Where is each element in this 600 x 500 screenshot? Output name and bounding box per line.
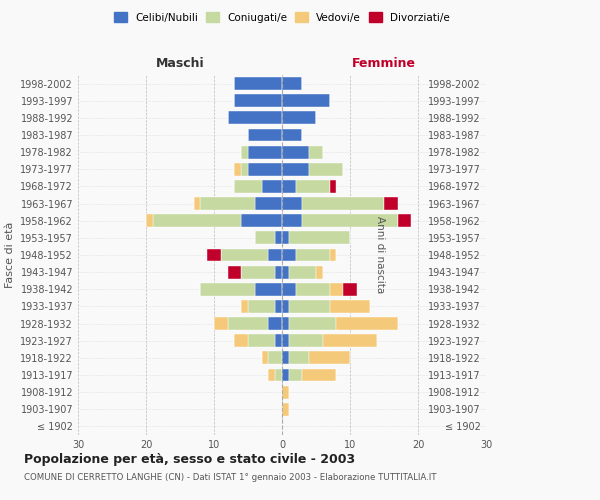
Bar xyxy=(289,368,302,382)
Bar xyxy=(227,317,268,330)
Bar xyxy=(282,283,296,296)
Bar xyxy=(200,283,255,296)
Bar xyxy=(289,232,350,244)
Bar xyxy=(282,77,302,90)
Bar xyxy=(329,283,343,296)
Bar xyxy=(282,214,302,227)
Bar xyxy=(302,197,384,210)
Text: COMUNE DI CERRETTO LANGHE (CN) - Dati ISTAT 1° gennaio 2003 - Elaborazione TUTTI: COMUNE DI CERRETTO LANGHE (CN) - Dati IS… xyxy=(24,472,437,482)
Bar xyxy=(384,197,398,210)
Bar xyxy=(194,197,200,210)
Bar xyxy=(207,248,221,262)
Text: Femmine: Femmine xyxy=(352,57,416,70)
Bar xyxy=(309,146,323,158)
Bar xyxy=(262,352,268,364)
Bar xyxy=(235,180,262,193)
Legend: Celibi/Nubili, Coniugati/e, Vedovi/e, Divorziati/e: Celibi/Nubili, Coniugati/e, Vedovi/e, Di… xyxy=(112,10,452,24)
Bar xyxy=(235,94,282,107)
Bar xyxy=(248,334,275,347)
Bar xyxy=(296,283,329,296)
Bar xyxy=(282,128,302,141)
Y-axis label: Fasce di età: Fasce di età xyxy=(5,222,15,288)
Bar xyxy=(289,334,323,347)
Bar xyxy=(241,300,248,313)
Bar xyxy=(241,214,282,227)
Bar xyxy=(282,317,289,330)
Bar xyxy=(282,266,289,278)
Bar xyxy=(262,180,282,193)
Bar xyxy=(337,317,398,330)
Bar xyxy=(296,180,329,193)
Bar xyxy=(268,248,282,262)
Bar xyxy=(282,368,289,382)
Bar xyxy=(398,214,411,227)
Bar xyxy=(289,300,329,313)
Bar xyxy=(282,146,309,158)
Bar xyxy=(282,334,289,347)
Bar xyxy=(241,266,275,278)
Bar xyxy=(241,163,248,175)
Bar xyxy=(329,248,337,262)
Bar xyxy=(227,112,282,124)
Bar xyxy=(282,232,289,244)
Bar xyxy=(221,248,268,262)
Bar xyxy=(248,300,275,313)
Bar xyxy=(289,317,337,330)
Bar xyxy=(316,266,323,278)
Bar xyxy=(255,232,275,244)
Bar xyxy=(282,352,289,364)
Bar xyxy=(214,317,227,330)
Bar xyxy=(282,94,329,107)
Bar xyxy=(282,197,302,210)
Bar xyxy=(275,266,282,278)
Bar xyxy=(282,300,289,313)
Bar xyxy=(255,283,282,296)
Text: Popolazione per età, sesso e stato civile - 2003: Popolazione per età, sesso e stato civil… xyxy=(24,452,355,466)
Bar xyxy=(227,266,241,278)
Bar xyxy=(289,352,309,364)
Bar xyxy=(235,163,241,175)
Bar xyxy=(289,266,316,278)
Bar xyxy=(282,180,296,193)
Bar xyxy=(275,334,282,347)
Bar xyxy=(296,248,329,262)
Y-axis label: Anni di nascita: Anni di nascita xyxy=(375,216,385,294)
Bar xyxy=(282,163,309,175)
Bar xyxy=(248,128,282,141)
Bar xyxy=(282,386,289,398)
Bar xyxy=(282,403,289,415)
Bar xyxy=(241,146,248,158)
Bar xyxy=(302,368,337,382)
Bar xyxy=(309,163,343,175)
Bar xyxy=(248,163,282,175)
Bar xyxy=(275,232,282,244)
Bar xyxy=(268,368,275,382)
Bar xyxy=(323,334,377,347)
Bar xyxy=(153,214,241,227)
Bar xyxy=(200,197,255,210)
Bar xyxy=(235,334,248,347)
Bar xyxy=(235,77,282,90)
Bar xyxy=(329,300,370,313)
Bar xyxy=(268,317,282,330)
Bar xyxy=(248,146,282,158)
Bar xyxy=(268,352,282,364)
Text: Maschi: Maschi xyxy=(155,57,205,70)
Bar xyxy=(255,197,282,210)
Bar xyxy=(309,352,350,364)
Bar xyxy=(146,214,153,227)
Bar xyxy=(275,300,282,313)
Bar xyxy=(275,368,282,382)
Bar xyxy=(302,214,398,227)
Bar xyxy=(343,283,357,296)
Bar xyxy=(329,180,337,193)
Bar xyxy=(282,248,296,262)
Bar xyxy=(282,112,316,124)
